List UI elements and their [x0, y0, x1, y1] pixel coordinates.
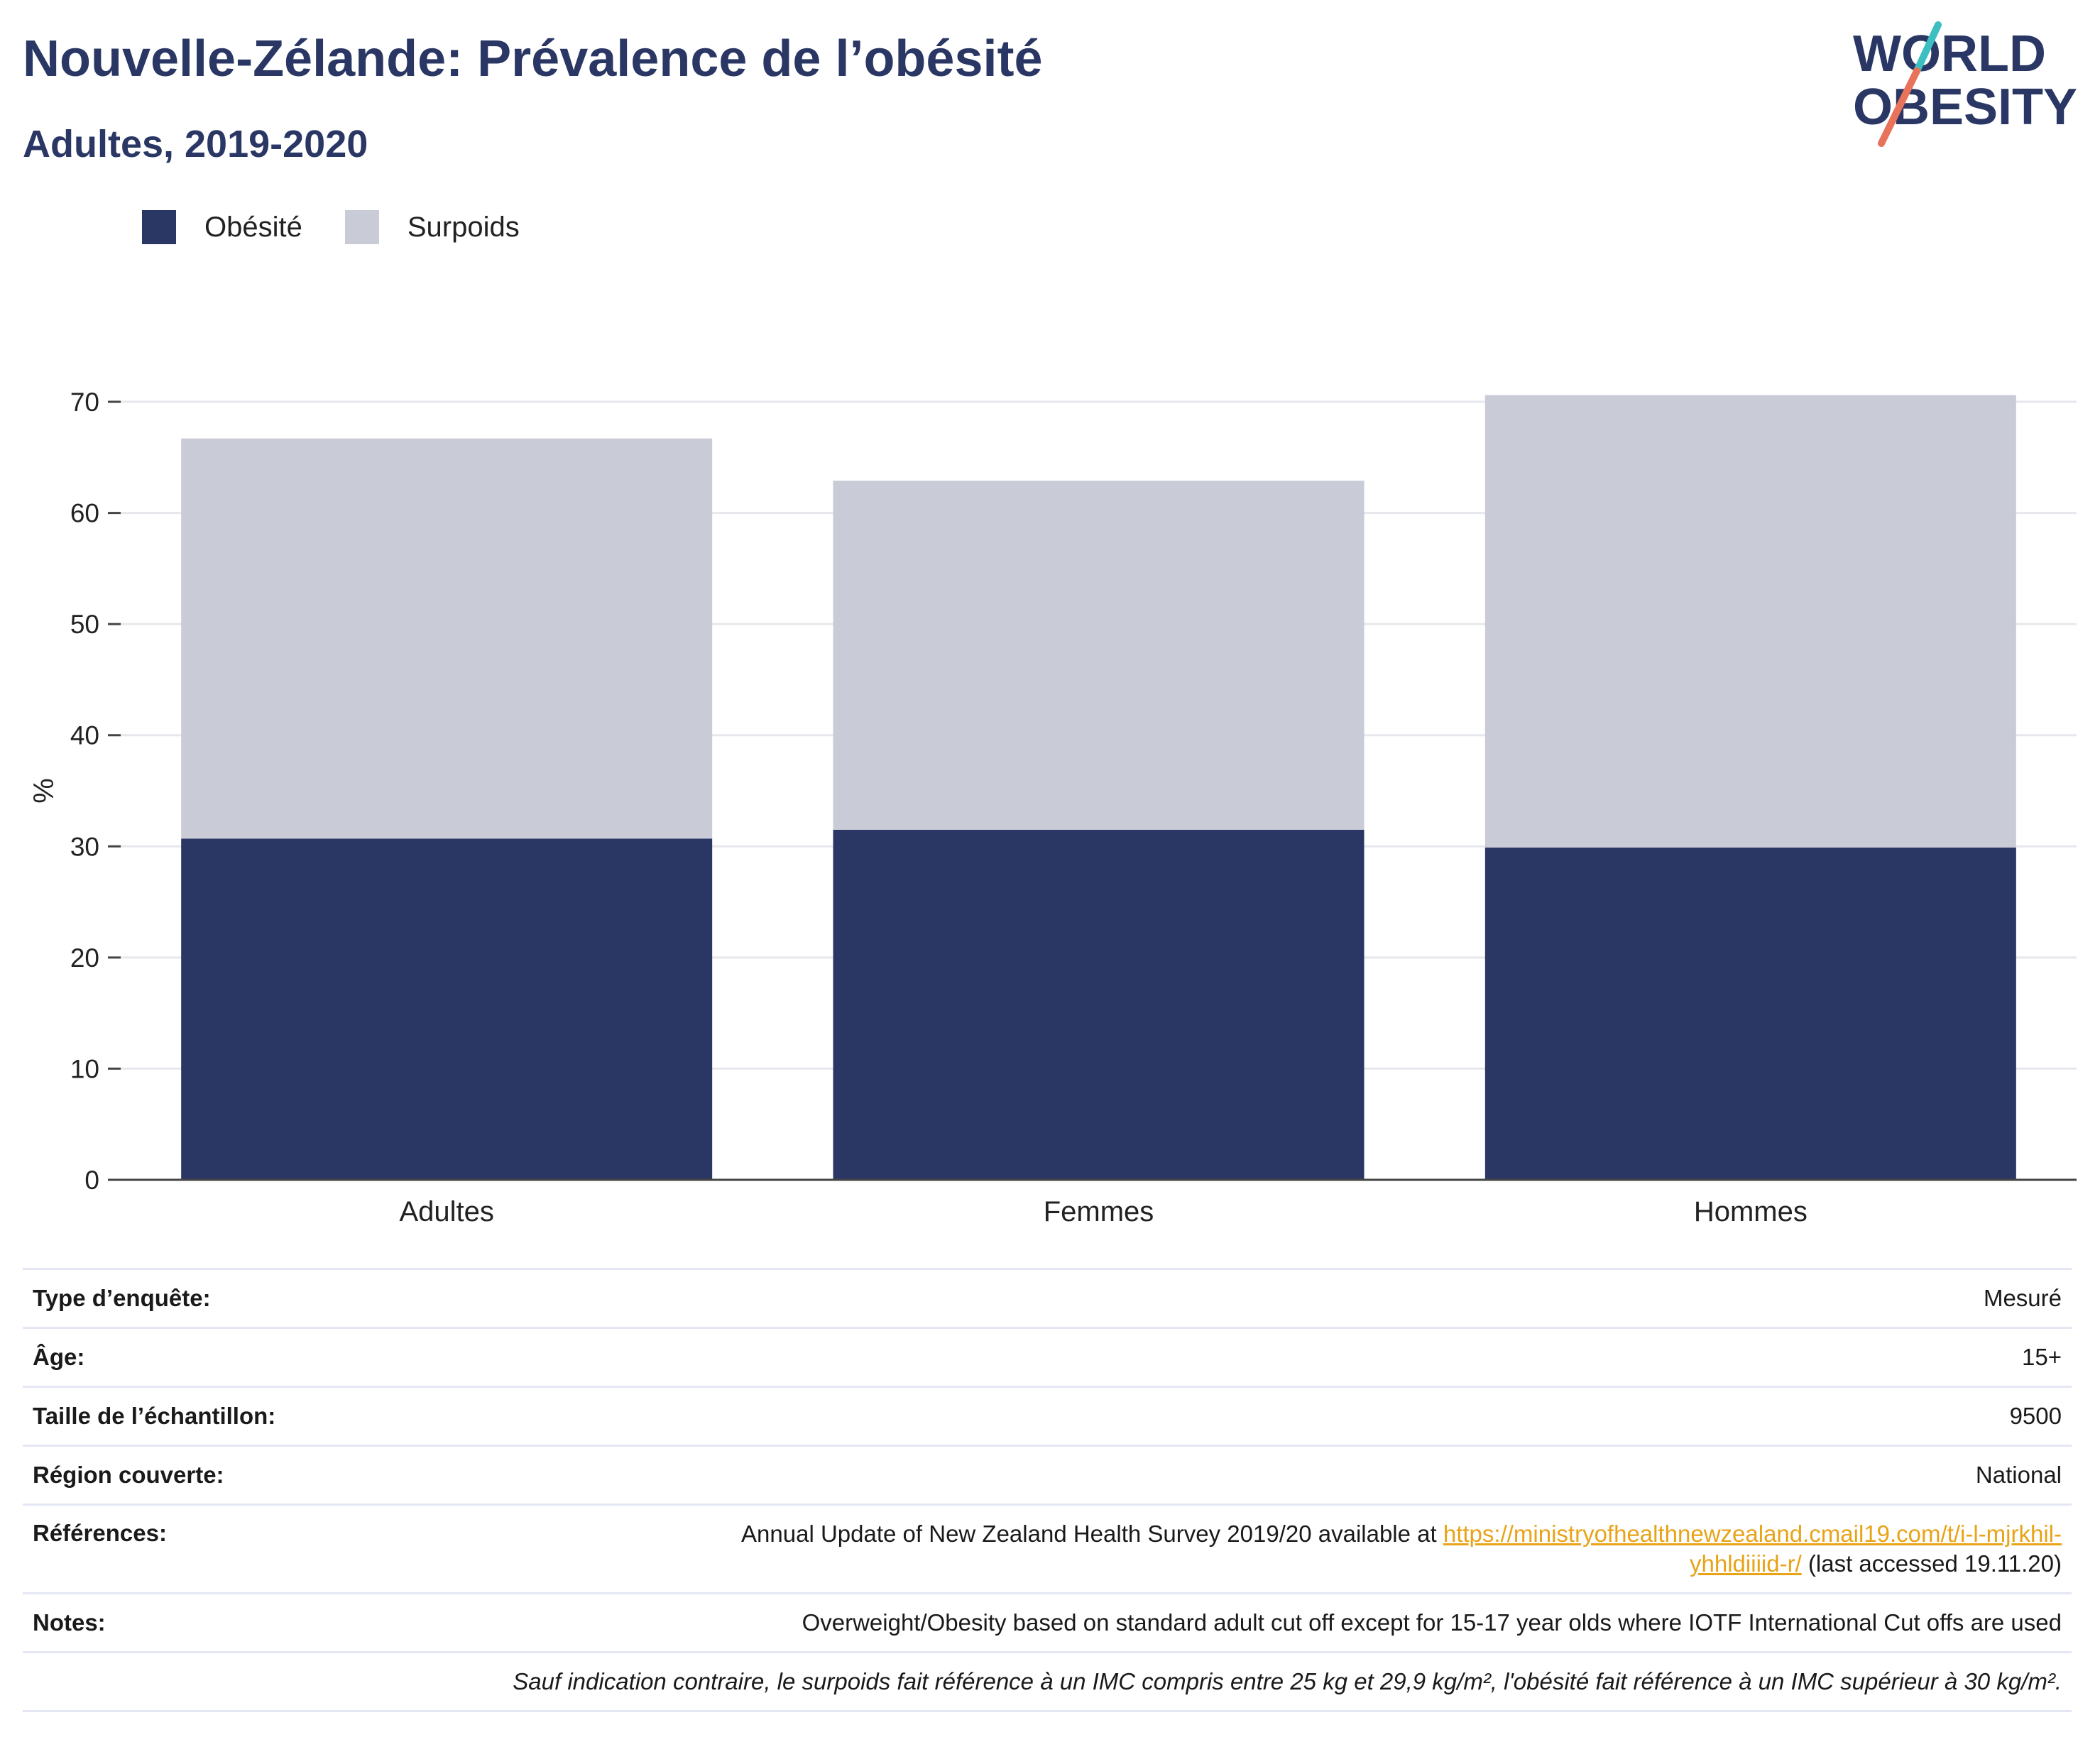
region-value: National	[540, 1445, 2072, 1505]
info-row-notes: Notes: Overweight/Obesity based on stand…	[23, 1592, 2072, 1653]
bar-surpoids-hommes	[1484, 395, 2016, 848]
bar-surpoids-adultes	[181, 438, 713, 839]
references-link-2[interactable]: yhhldiiiid-r/	[1690, 1550, 1802, 1577]
stacked-bar-chart: 0 10 20 30 40 50 60 70% Adultes Femmes Hommes	[28, 388, 2077, 1227]
chart-legend: Obésité Surpoids	[142, 210, 562, 244]
bar-surpoids-femmes	[833, 481, 1365, 830]
y-tick-label: 70	[70, 388, 99, 417]
bar-obésité-hommes	[1484, 847, 2016, 1180]
y-tick-label: 50	[70, 610, 99, 639]
y-tick-label: 30	[70, 832, 99, 861]
world-obesity-logo: WORLD OBESITY	[1853, 21, 2077, 147]
references-link-1[interactable]: https://ministryofhealthnewzealand.cmail…	[1443, 1521, 2062, 1547]
info-row-survey-type: Type d’enquête: Mesuré	[23, 1268, 2072, 1328]
sample-size-value: 9500	[540, 1386, 2072, 1446]
y-axis-label: %	[28, 778, 60, 804]
legend-label-surpoids: Surpoids	[407, 211, 520, 243]
legend-label-obesite: Obésité	[204, 211, 302, 243]
age-value: 15+	[540, 1327, 2072, 1387]
y-tick-label: 10	[70, 1054, 99, 1083]
bmi-definition-footnote: Sauf indication contraire, le surpoids f…	[23, 1651, 2072, 1712]
x-category-label: Femmes	[1044, 1196, 1154, 1227]
survey-type-label: Type d’enquête:	[23, 1268, 540, 1328]
x-category-label: Hommes	[1694, 1196, 1808, 1227]
references-accessed: (last accessed 19.11.20)	[1801, 1550, 2062, 1577]
sample-size-label: Taille de l’échantillon:	[23, 1386, 540, 1446]
bar-obésité-adultes	[181, 838, 713, 1180]
references-text: Annual Update of New Zealand Health Surv…	[741, 1521, 1443, 1547]
y-tick-label: 40	[70, 721, 99, 750]
chart-title: Nouvelle-Zélande: Prévalence de l’obésit…	[23, 31, 1043, 87]
info-row-region: Région couverte: National	[23, 1445, 2072, 1505]
y-tick-label: 60	[70, 499, 99, 528]
legend-item-surpoids: Surpoids	[344, 210, 520, 244]
legend-swatch-obesite	[142, 210, 176, 244]
y-tick-label: 20	[70, 943, 99, 973]
survey-info-table: Type d’enquête: Mesuré Âge: 15+ Taille d…	[23, 1268, 2072, 1712]
chart-subtitle: Adultes, 2019-2020	[23, 123, 368, 165]
legend-swatch-surpoids	[344, 210, 379, 244]
x-category-label: Adultes	[399, 1196, 493, 1227]
info-row-sample-size: Taille de l’échantillon: 9500	[23, 1386, 2072, 1446]
info-row-references: Références: Annual Update of New Zealand…	[23, 1504, 2072, 1594]
survey-type-value: Mesuré	[540, 1268, 2072, 1328]
references-value: Annual Update of New Zealand Health Surv…	[540, 1504, 2072, 1594]
info-row-age: Âge: 15+	[23, 1327, 2072, 1387]
svg-text:WORLD: WORLD	[1853, 26, 2046, 82]
notes-value: Overweight/Obesity based on standard adu…	[540, 1592, 2072, 1653]
info-row-footnote: Sauf indication contraire, le surpoids f…	[23, 1651, 2072, 1712]
region-label: Région couverte:	[23, 1445, 540, 1505]
notes-label: Notes:	[23, 1592, 540, 1653]
age-label: Âge:	[23, 1327, 540, 1387]
legend-item-obesite: Obésité	[142, 210, 302, 244]
bar-obésité-femmes	[833, 829, 1365, 1180]
y-tick-label: 0	[84, 1166, 99, 1195]
references-label: Références:	[23, 1504, 540, 1594]
